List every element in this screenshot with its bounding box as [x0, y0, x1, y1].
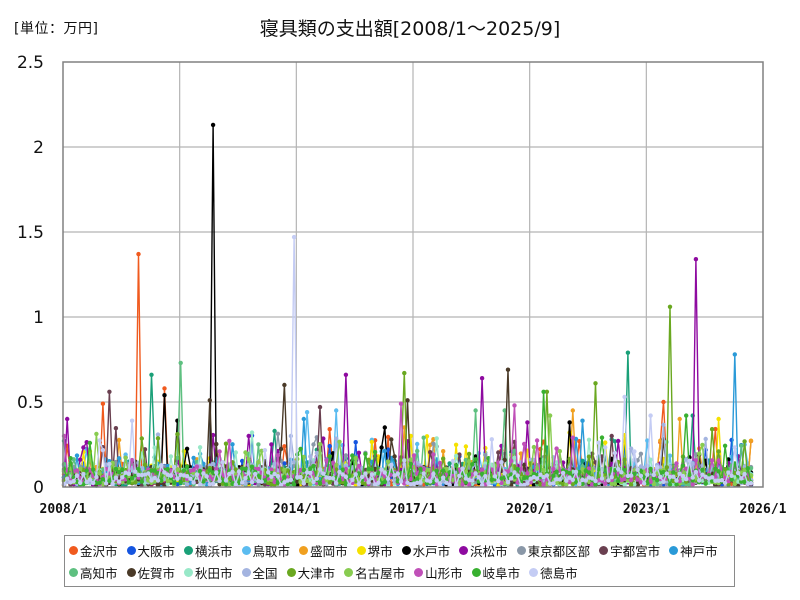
- legend-item: 宇都宮市: [599, 540, 660, 560]
- y-tick-label: 1: [33, 308, 44, 328]
- y-axis-ticks: 0 0.5 1 1.5 2 2.5: [17, 53, 44, 498]
- gridlines: [63, 62, 763, 487]
- legend-label: 神戸市: [680, 543, 718, 559]
- legend-item: 水戸市: [401, 540, 451, 560]
- legend-label: 岐阜市: [482, 565, 521, 581]
- legend-label: 盛岡市: [310, 543, 348, 559]
- x-tick-label: 2011/1: [156, 502, 203, 517]
- legend-item: 盛岡市: [299, 540, 348, 560]
- legend-marker-icon: [69, 567, 78, 577]
- legend-marker-icon: [356, 545, 366, 555]
- data-series: [61, 122, 754, 488]
- legend-item: 佐賀市: [126, 562, 176, 582]
- legend-label: 鳥取市: [252, 543, 291, 559]
- x-tick-label: 2014/1: [273, 502, 320, 517]
- legend-marker-icon: [459, 545, 469, 555]
- legend-marker-icon: [599, 545, 609, 555]
- legend-item: 東京都区部: [516, 540, 591, 560]
- legend-label: 堺市: [367, 543, 393, 559]
- legend-marker-icon: [669, 545, 679, 555]
- legend-marker-icon: [471, 567, 481, 577]
- legend-label: 大津市: [297, 565, 336, 581]
- unit-label: [単位：万円]: [14, 21, 99, 37]
- legend-marker-icon: [241, 545, 251, 555]
- legend-label: 金沢市: [80, 543, 118, 559]
- legend: 金沢市 大阪市 横浜市 鳥取市 盛岡市 堺市 水戸市 浜松市 東京都区部 宇都宮市 神戸市高知市 佐賀…: [64, 535, 735, 587]
- legend-marker-icon: [286, 567, 296, 577]
- legend-item: 鳥取市: [241, 540, 291, 560]
- legend-marker-icon: [414, 567, 424, 577]
- legend-item: 秋田市: [184, 562, 233, 582]
- legend-item: 名古屋市: [344, 562, 405, 582]
- legend-marker-icon: [126, 567, 136, 577]
- x-tick-label: 2008/1: [40, 502, 87, 517]
- plot-frame: [62, 61, 764, 488]
- legend-label: 名古屋市: [355, 565, 406, 581]
- legend-label: 佐賀市: [137, 565, 176, 581]
- legend-item: 大津市: [286, 562, 336, 582]
- y-tick-label: 1.5: [17, 223, 44, 243]
- x-axis-ticks: 2008/1 2011/1 2014/1 2017/1 2020/1 2023/1 2026…: [40, 502, 787, 517]
- legend-label: 浜松市: [470, 543, 508, 559]
- legend-marker-icon: [126, 545, 136, 555]
- legend-marker-icon: [529, 567, 539, 577]
- legend-item: 徳島市: [529, 562, 578, 582]
- legend-label: 秋田市: [195, 565, 233, 581]
- legend-item: 大阪市: [126, 540, 176, 560]
- series-浜松市: [61, 257, 754, 488]
- legend-label: 徳島市: [540, 565, 578, 581]
- legend-item: 堺市: [356, 540, 393, 560]
- legend-item: 神戸市: [669, 540, 718, 560]
- legend-marker-icon: [299, 545, 309, 555]
- legend-marker-icon: [344, 567, 354, 577]
- x-tick-label: 2017/1: [390, 502, 437, 517]
- legend-item: 高知市: [69, 562, 118, 582]
- legend-label: 東京都区部: [527, 543, 591, 559]
- legend-item: 岐阜市: [471, 562, 521, 582]
- legend-item: 金沢市: [69, 540, 118, 560]
- legend-marker-icon: [241, 567, 251, 577]
- legend-label: 山形市: [425, 565, 463, 581]
- y-tick-label: 2.5: [17, 53, 44, 73]
- y-tick-label: 0.5: [17, 393, 44, 413]
- chart-title: 寝具類の支出額[2008/1～2025/9]: [259, 18, 561, 40]
- legend-label: 大阪市: [137, 543, 176, 559]
- legend-marker-icon: [184, 567, 194, 577]
- y-tick-label: 2: [33, 138, 44, 158]
- x-tick-label: 2020/1: [506, 502, 553, 517]
- series-徳島市: [61, 234, 754, 488]
- x-tick-label: 2023/1: [623, 502, 670, 517]
- legend-item: 山形市: [414, 562, 463, 582]
- legend-label: 水戸市: [412, 543, 451, 559]
- legend-marker-icon: [184, 545, 194, 555]
- legend-label: 横浜市: [195, 543, 233, 559]
- legend-marker-icon: [516, 545, 526, 555]
- legend-marker-icon: [401, 545, 411, 555]
- legend-label: 高知市: [80, 565, 118, 581]
- legend-marker-icon: [69, 545, 78, 555]
- series-金沢市: [61, 251, 754, 488]
- legend-label: 全国: [252, 565, 278, 581]
- legend-item: 横浜市: [184, 540, 233, 560]
- x-tick-label: 2026/1: [740, 502, 787, 517]
- legend-label: 宇都宮市: [610, 543, 661, 559]
- y-tick-label: 0: [33, 478, 44, 498]
- legend-item: 全国: [241, 562, 278, 582]
- legend-item: 浜松市: [459, 540, 508, 560]
